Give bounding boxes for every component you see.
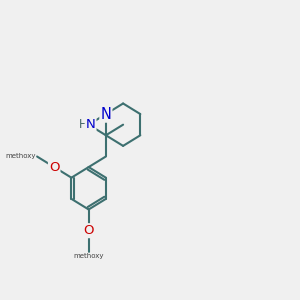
Text: N: N: [100, 106, 111, 122]
Text: O: O: [49, 160, 59, 174]
Text: methoxy: methoxy: [74, 253, 104, 259]
Text: H: H: [79, 118, 88, 131]
Text: N: N: [86, 118, 95, 131]
Text: methoxy: methoxy: [5, 154, 36, 160]
Text: O: O: [83, 224, 94, 237]
